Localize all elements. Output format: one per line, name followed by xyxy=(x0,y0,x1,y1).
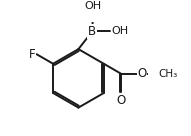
Text: O: O xyxy=(117,94,126,107)
Text: F: F xyxy=(29,48,35,61)
Text: CH₃: CH₃ xyxy=(158,69,178,79)
Text: O: O xyxy=(138,67,147,80)
Text: OH: OH xyxy=(84,1,101,11)
Text: OH: OH xyxy=(111,26,129,36)
Text: B: B xyxy=(88,25,96,38)
